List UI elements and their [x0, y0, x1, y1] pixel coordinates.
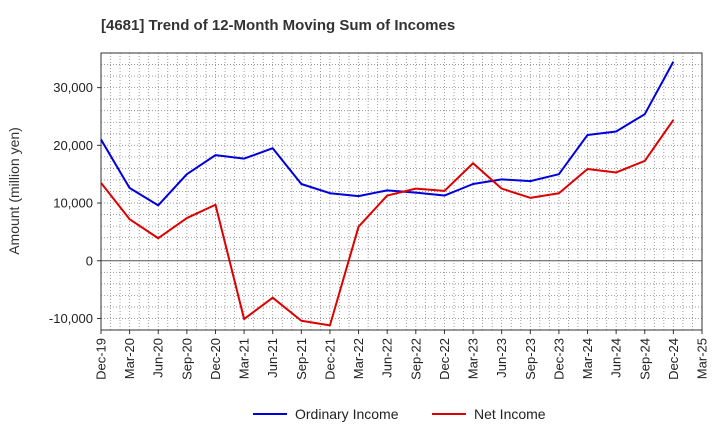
x-tick-label: Mar-21	[237, 338, 252, 379]
y-tick-label: 0	[86, 253, 93, 268]
x-tick-label: Mar-25	[695, 338, 710, 379]
x-tick-label: Jun-23	[494, 338, 509, 378]
x-tick-label: Sep-24	[637, 338, 652, 380]
x-tick-label: Sep-20	[179, 338, 194, 380]
x-tick-label: Sep-23	[523, 338, 538, 380]
chart-title: [4681] Trend of 12-Month Moving Sum of I…	[101, 17, 455, 34]
legend-label-ordinary-income: Ordinary Income	[295, 406, 399, 422]
series-line-ordinary-income	[100, 61, 675, 207]
x-tick-label: Jun-24	[609, 338, 624, 378]
x-axis-ticks: Dec-19 Mar-20 Jun-20 Sep-20 Dec-20 Mar-21 Jun-…	[94, 330, 710, 380]
series-line-net-income	[100, 119, 675, 327]
x-tick-label: Jun-20	[151, 338, 166, 378]
x-tick-label: Dec-20	[208, 338, 223, 380]
x-tick-label: Mar-20	[122, 338, 137, 379]
grid	[101, 53, 702, 330]
x-tick-label: Mar-24	[580, 338, 595, 379]
x-tick-label: Jun-21	[265, 338, 280, 378]
y-tick-label: 20,000	[53, 138, 93, 153]
x-tick-label: Jun-22	[380, 338, 395, 378]
x-tick-label: Dec-23	[551, 338, 566, 380]
y-tick-label: -10,000	[49, 311, 93, 326]
y-axis-ticks: -10,000 0 10,000 20,000 30,000	[49, 80, 101, 326]
x-tick-label: Sep-21	[294, 338, 309, 380]
legend: Ordinary Income Net Income	[253, 406, 546, 422]
x-tick-label: Dec-22	[437, 338, 452, 380]
x-tick-label: Dec-24	[666, 338, 681, 380]
y-tick-label: 30,000	[53, 80, 93, 95]
series	[100, 61, 675, 327]
plot-frame	[100, 52, 703, 331]
x-tick-label: Dec-19	[94, 338, 109, 380]
x-tick-label: Dec-21	[322, 338, 337, 380]
x-tick-label: Sep-22	[408, 338, 423, 380]
y-tick-label: 10,000	[53, 196, 93, 211]
y-axis-label: Amount (million yen)	[6, 127, 22, 255]
legend-label-net-income: Net Income	[474, 406, 546, 422]
x-tick-label: Mar-22	[351, 338, 366, 379]
x-tick-label: Mar-23	[466, 338, 481, 379]
